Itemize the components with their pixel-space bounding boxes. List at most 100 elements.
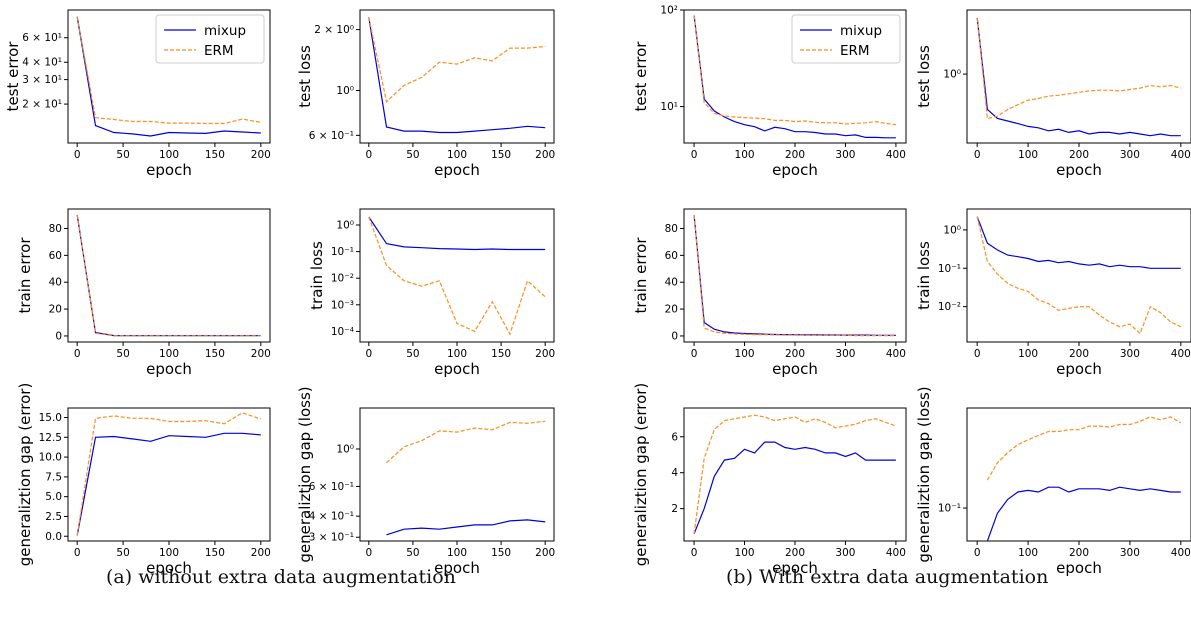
x-tick-label: 400: [886, 547, 906, 559]
x-tick-label: 300: [835, 149, 855, 161]
y-tick-label: 10.0: [39, 452, 62, 464]
legend-label-mixup: mixup: [840, 23, 882, 39]
y-axis-label: train error: [632, 237, 650, 314]
x-tick-label: 100: [1018, 348, 1038, 360]
chart-3-b: 0 100 200 300 400 10¹ 10² epoch test error mixup E…: [632, 5, 907, 179]
x-tick-label: 300: [1120, 149, 1140, 161]
axes-frame: [683, 407, 907, 542]
series-line-mixup: [76, 432, 261, 536]
x-axis-label: epoch: [434, 161, 480, 179]
x-tick-label: 400: [1171, 348, 1191, 360]
x-axis-label: epoch: [772, 559, 818, 577]
x-tick-label: 150: [491, 348, 511, 360]
series-line-erm: [76, 412, 261, 536]
y-axis-label: generaliztion gap (error): [16, 383, 34, 567]
x-axis-label: epoch: [1056, 360, 1102, 378]
x-tick-label: 200: [535, 547, 555, 559]
series-line-mixup: [986, 486, 1181, 541]
x-tick-label: 150: [205, 348, 225, 360]
x-tick-label: 200: [1069, 149, 1089, 161]
y-axis-label: generaliztion gap (error): [632, 383, 650, 567]
y-tick-label: 10⁰: [943, 69, 961, 81]
y-tick-label: 10²: [660, 5, 678, 17]
x-tick-label: 0: [74, 547, 81, 559]
y-tick-label: 10⁰: [336, 444, 354, 456]
legend: mixup ERM: [791, 14, 901, 64]
y-tick-label: 80: [49, 223, 62, 235]
chart-4-b: 0 100 200 300 400 10⁰ epoch test loss: [915, 9, 1191, 179]
axes-frame: [966, 9, 1191, 144]
x-tick-label: 400: [1171, 149, 1191, 161]
y-tick-label: 0: [671, 330, 678, 342]
series-line-erm: [76, 16, 261, 125]
chart-5-a: 0 50 100 150 200 0 20 40 60 80 epoch train error: [16, 208, 271, 378]
x-tick-label: 300: [835, 547, 855, 559]
x-axis-label: epoch: [772, 161, 818, 179]
series-line-erm: [976, 216, 1182, 335]
x-tick-label: 100: [735, 348, 755, 360]
x-tick-label: 0: [691, 149, 698, 161]
x-tick-label: 200: [785, 149, 805, 161]
y-tick-label: 6 × 10⁻¹: [309, 130, 354, 142]
x-tick-label: 50: [116, 149, 129, 161]
x-tick-label: 50: [116, 348, 129, 360]
series-line-mixup: [368, 17, 546, 134]
series-line-mixup: [976, 17, 1181, 137]
y-tick-label: 10⁻²: [938, 301, 961, 313]
x-tick-label: 0: [974, 547, 981, 559]
y-axis-label: test loss: [296, 45, 314, 108]
series-line-mixup: [693, 214, 896, 336]
axes-frame: [67, 208, 271, 343]
y-tick-label: 0.0: [45, 531, 62, 543]
x-tick-label: 50: [116, 547, 129, 559]
x-tick-label: 100: [447, 348, 467, 360]
y-axis-label: test loss: [915, 45, 933, 108]
y-tick-label: 5.0: [45, 491, 62, 503]
x-tick-label: 100: [159, 348, 179, 360]
x-tick-label: 200: [1069, 547, 1089, 559]
axes-frame: [359, 9, 555, 144]
y-tick-label: 10⁻³: [331, 299, 354, 311]
x-tick-label: 0: [365, 149, 372, 161]
y-tick-label: 2 × 10¹: [22, 99, 62, 111]
legend-label-mixup: mixup: [204, 23, 246, 39]
x-tick-label: 0: [74, 348, 81, 360]
y-tick-label: 2 × 10⁰: [314, 24, 354, 36]
x-tick-label: 100: [1018, 547, 1038, 559]
y-tick-label: 4 × 10⁻¹: [309, 511, 354, 523]
x-tick-label: 300: [1120, 348, 1140, 360]
x-tick-label: 400: [886, 348, 906, 360]
x-tick-label: 200: [785, 547, 805, 559]
y-tick-label: 10⁻¹: [331, 246, 354, 258]
y-tick-label: 3 × 10¹: [22, 74, 62, 86]
x-tick-label: 0: [365, 348, 372, 360]
x-axis-label: epoch: [434, 360, 480, 378]
chart-9-a: 0 50 100 150 200 0.0 2.5 5.0 7.5 10.0 12.5 15.0 epoc…: [16, 383, 271, 577]
y-tick-label: 0: [55, 330, 62, 342]
y-tick-label: 10⁰: [336, 85, 354, 97]
y-tick-label: 10⁻¹: [938, 263, 961, 275]
x-tick-label: 100: [735, 149, 755, 161]
y-tick-label: 80: [665, 223, 678, 235]
x-tick-label: 0: [974, 348, 981, 360]
x-tick-label: 400: [1171, 547, 1191, 559]
y-tick-label: 6 × 10¹: [22, 32, 62, 44]
x-tick-label: 150: [491, 149, 511, 161]
y-tick-label: 10¹: [660, 101, 678, 113]
y-axis-label: train loss: [915, 241, 933, 310]
x-tick-label: 50: [406, 348, 419, 360]
y-tick-label: 4 × 10¹: [22, 57, 62, 69]
x-tick-label: 150: [491, 547, 511, 559]
y-tick-label: 10⁻²: [331, 273, 354, 285]
legend-label-erm: ERM: [840, 43, 870, 59]
chart-2-a: 0 50 100 150 200 6 × 10⁻¹ 10⁰ 2 × 10⁰ epoch test …: [296, 9, 555, 179]
x-tick-label: 0: [691, 348, 698, 360]
y-tick-label: 60: [49, 250, 62, 262]
series-line-erm: [976, 17, 1181, 120]
series-line-erm: [76, 214, 261, 337]
y-tick-label: 2: [671, 503, 678, 515]
axes-frame: [966, 208, 1191, 343]
y-tick-label: 12.5: [39, 432, 62, 444]
y-axis-label: test error: [4, 41, 22, 112]
x-tick-label: 100: [159, 149, 179, 161]
